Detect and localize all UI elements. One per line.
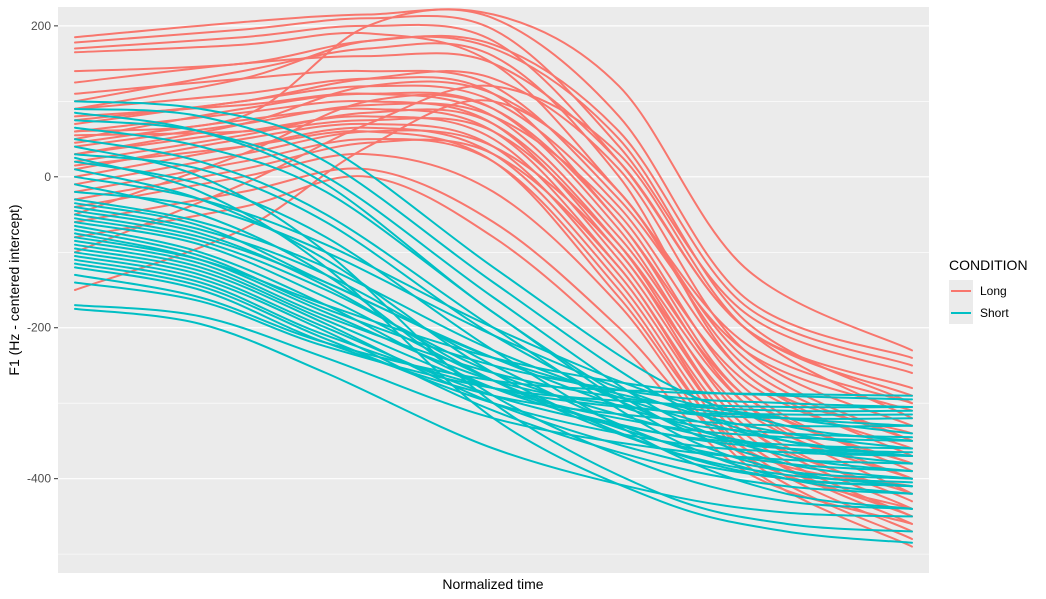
series-lines bbox=[74, 8, 913, 548]
series-line-long-0 bbox=[74, 8, 913, 359]
series-line-short-60 bbox=[74, 281, 913, 409]
y-tick-label: 200 bbox=[31, 19, 51, 33]
series-line-long-28 bbox=[74, 35, 913, 405]
series-line-long-33 bbox=[74, 130, 913, 488]
y-axis: 200 0 -200 -400 bbox=[27, 19, 58, 486]
series-line-long-31 bbox=[74, 117, 913, 480]
series-line-long-30 bbox=[74, 70, 913, 427]
series-line-short-62 bbox=[74, 307, 913, 518]
y-tick-label: -200 bbox=[27, 321, 51, 335]
series-line-short-43 bbox=[74, 198, 913, 457]
series-line-short-49 bbox=[74, 228, 913, 408]
series-line-short-69 bbox=[74, 239, 913, 413]
series-line-long-25 bbox=[74, 99, 913, 442]
legend-title: CONDITION bbox=[949, 257, 1028, 273]
y-axis-title: F1 (Hz - centered intercept) bbox=[6, 204, 22, 375]
series-line-long-29 bbox=[74, 80, 913, 442]
legend-label-short: Short bbox=[980, 306, 1009, 320]
series-line-short-55 bbox=[74, 255, 913, 495]
series-line-long-32 bbox=[74, 93, 913, 465]
series-line-long-11 bbox=[74, 100, 913, 480]
legend: CONDITION Long Short bbox=[949, 257, 1028, 324]
series-line-long-26 bbox=[74, 84, 913, 420]
series-line-short-70 bbox=[74, 209, 913, 484]
series-line-short-63 bbox=[74, 111, 913, 480]
x-axis-title: Normalized time bbox=[442, 576, 543, 592]
legend-label-long: Long bbox=[980, 284, 1007, 298]
series-line-long-3 bbox=[74, 31, 913, 405]
y-tick-label: 0 bbox=[44, 170, 51, 184]
series-line-short-64 bbox=[74, 145, 913, 533]
series-line-long-16 bbox=[74, 108, 913, 503]
series-line-short-65 bbox=[74, 156, 913, 544]
y-tick-label: -400 bbox=[27, 472, 51, 486]
series-line-short-67 bbox=[74, 183, 913, 510]
series-line-long-1 bbox=[74, 14, 913, 374]
series-line-short-68 bbox=[74, 202, 913, 439]
